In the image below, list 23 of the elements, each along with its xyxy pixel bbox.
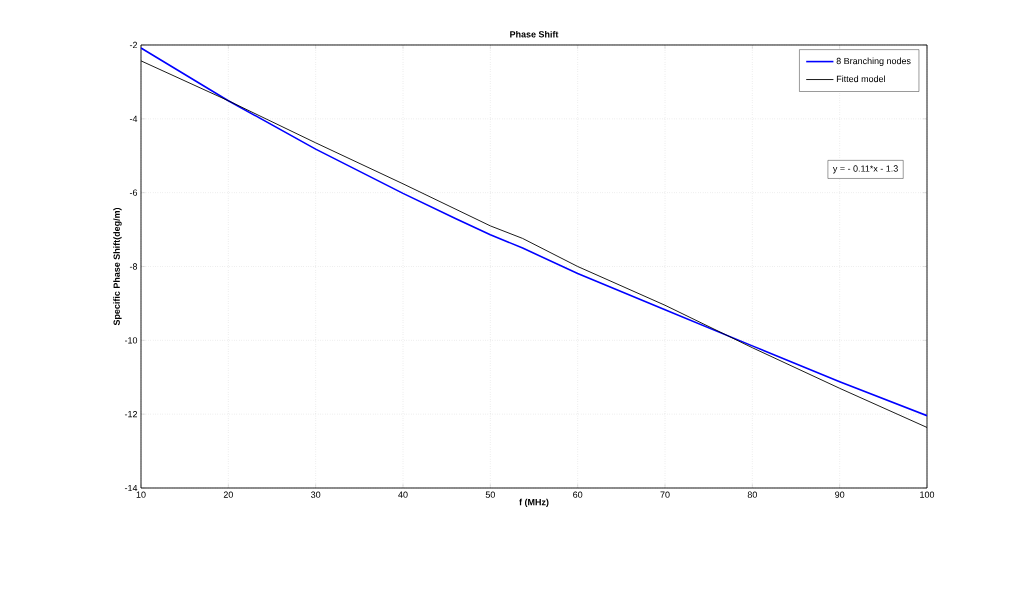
y-tick-label: -14 — [124, 484, 138, 492]
y-tick-label: -10 — [124, 337, 138, 344]
y-tick-label: -12 — [124, 411, 138, 418]
x-tick-label: 60 — [573, 491, 583, 498]
legend-label: 8 Branching nodes — [836, 57, 911, 66]
y-tick-label: -8 — [129, 263, 138, 270]
annotation: y = - 0.11*x - 1.3 — [832, 165, 898, 174]
x-tick-label: 90 — [835, 491, 845, 498]
x-tick-label: 100 — [920, 491, 935, 498]
x-tick-label: 30 — [311, 491, 321, 498]
x-tick-label: 80 — [747, 491, 757, 498]
x-axis-title: f (MHz) — [519, 498, 549, 508]
chart-title: Phase Shift — [510, 30, 559, 38]
x-tick-label: 40 — [398, 491, 408, 498]
y-axis-title: Specific Phase Shift(deg/m) — [113, 207, 122, 326]
x-tick-label: 20 — [223, 491, 233, 498]
y-tick-label: -2 — [129, 41, 138, 49]
y-tick-label: -6 — [129, 189, 138, 196]
x-tick-label: 10 — [136, 491, 146, 498]
x-tick-label: 50 — [485, 491, 495, 498]
x-tick-label: 70 — [660, 491, 670, 498]
legend-label: Fitted model — [836, 75, 885, 83]
y-tick-label: -4 — [129, 115, 138, 122]
